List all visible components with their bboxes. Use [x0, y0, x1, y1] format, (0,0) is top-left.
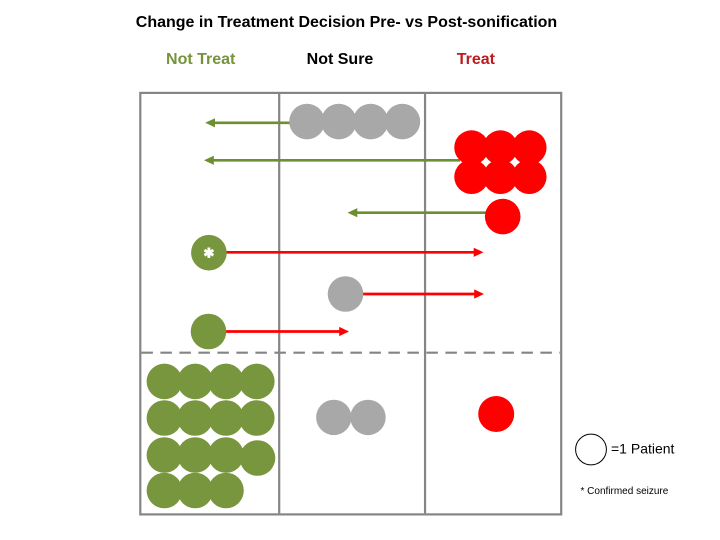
svg-text:Not Sure: Not Sure	[307, 51, 374, 68]
svg-text:Treat: Treat	[457, 51, 496, 68]
svg-text:=1 Patient: =1 Patient	[611, 441, 675, 457]
svg-text:* Confirmed seizure: * Confirmed seizure	[581, 486, 669, 497]
svg-text:Change in Treatment Decision P: Change in Treatment Decision Pre- vs Pos…	[136, 14, 557, 31]
svg-text:Not Treat: Not Treat	[166, 51, 236, 68]
